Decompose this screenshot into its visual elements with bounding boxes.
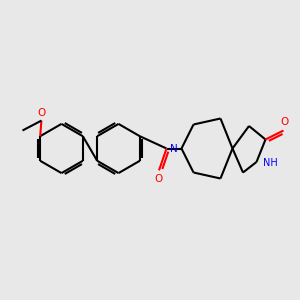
- Text: O: O: [37, 108, 46, 118]
- Text: O: O: [280, 117, 288, 127]
- Text: NH: NH: [262, 158, 277, 169]
- Text: N: N: [170, 143, 178, 154]
- Text: O: O: [154, 174, 163, 184]
